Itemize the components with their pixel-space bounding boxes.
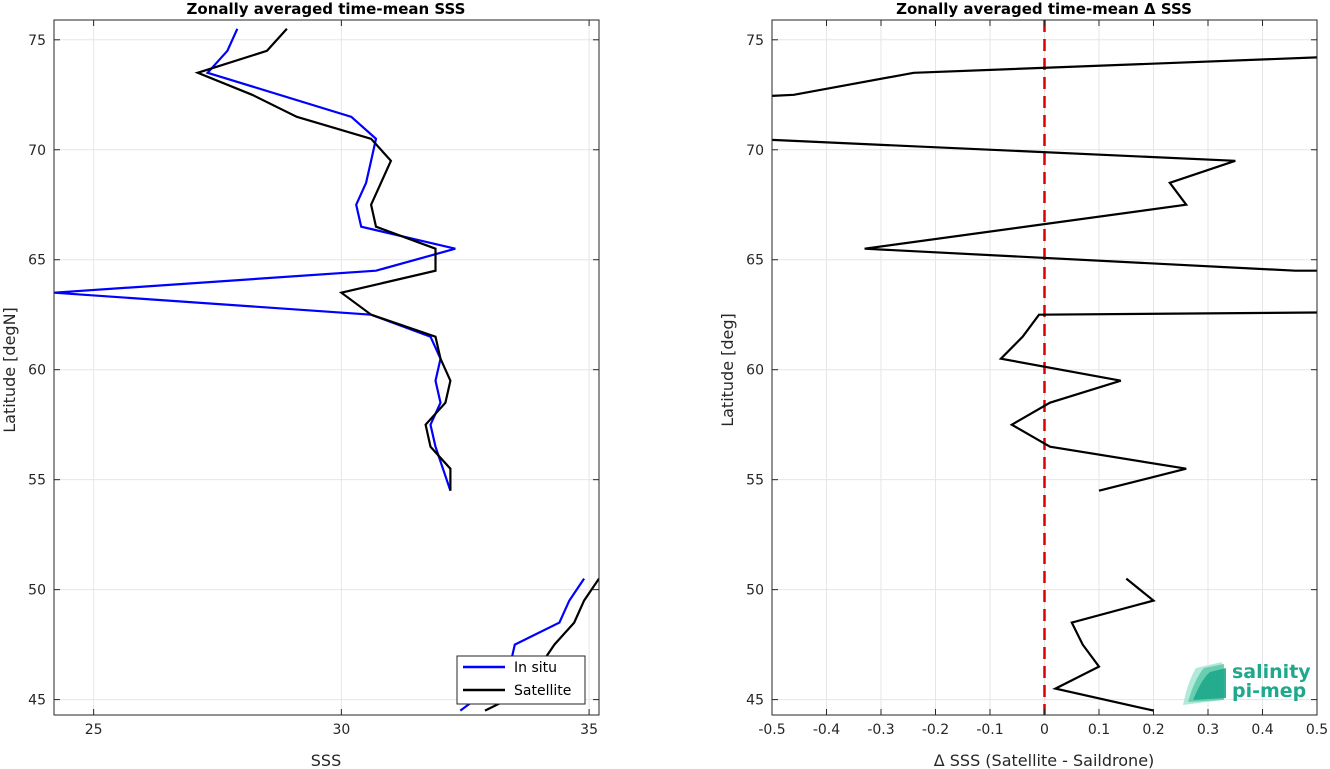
right-x-tick-label: 0 <box>1040 722 1049 738</box>
legend-satellite-label: Satellite <box>514 683 571 699</box>
right-ticks: -0.5 -0.4 -0.3 -0.2 -0.1 0 0.1 0.2 0.3 0.4 0.5 45 50… <box>746 20 1328 738</box>
left-axes-background <box>54 20 599 715</box>
legend: In situ Satellite <box>456 655 586 705</box>
legend-in-situ-label: In situ <box>514 660 557 676</box>
right-x-tick-label: 0.4 <box>1251 722 1273 738</box>
left-x-tick-label: 35 <box>580 722 598 738</box>
left-x-axis-label: SSS <box>311 751 341 769</box>
left-panel: 25 30 35 45 50 55 60 65 70 75 Zonally averaged ti… <box>0 0 600 769</box>
salinity-pimep-logo: salinity pi-mep <box>1183 661 1311 705</box>
left-y-tick-label: 65 <box>28 253 46 269</box>
left-series-satellite-line <box>194 28 452 491</box>
right-y-tick-label: 75 <box>746 33 764 49</box>
wave-logo-icon <box>1183 662 1226 705</box>
right-series-lines <box>772 20 1317 715</box>
right-x-tick-label: -0.5 <box>758 722 785 738</box>
left-x-tick-label: 25 <box>85 722 103 738</box>
left-x-tick-label: 30 <box>332 722 350 738</box>
right-x-tick-label: -0.2 <box>922 722 949 738</box>
right-x-tick-label: 0.3 <box>1197 722 1219 738</box>
left-chart-title: Zonally averaged time-mean SSS <box>187 0 466 18</box>
right-series-delta-sss-line <box>1052 577 1156 712</box>
left-y-tick-label: 75 <box>28 33 46 49</box>
right-series-delta-sss-line <box>998 311 1317 492</box>
right-y-tick-label: 50 <box>746 583 764 599</box>
right-y-tick-label: 45 <box>746 693 764 709</box>
right-chart-title: Zonally averaged time-mean Δ SSS <box>896 0 1192 18</box>
right-panel: -0.5 -0.4 -0.3 -0.2 -0.1 0 0.1 0.2 0.3 0.4 0.5 45 50… <box>718 0 1328 769</box>
left-grid <box>54 20 599 715</box>
right-x-tick-label: -0.1 <box>976 722 1003 738</box>
right-y-tick-label: 60 <box>746 363 764 379</box>
right-x-tick-label: -0.3 <box>867 722 894 738</box>
right-y-tick-label: 70 <box>746 143 764 159</box>
right-y-tick-label: 65 <box>746 253 764 269</box>
right-x-tick-label: 0.5 <box>1306 722 1328 738</box>
right-x-tick-label: 0.1 <box>1088 722 1110 738</box>
right-x-axis-label: Δ SSS (Satellite - Saildrone) <box>934 751 1155 769</box>
logo-text-pi-mep: pi-mep <box>1232 680 1306 702</box>
right-series-delta-sss-line <box>772 138 1317 272</box>
right-y-axis-label: Latitude [deg] <box>718 313 737 427</box>
left-y-axis-label: Latitude [degN] <box>0 307 19 433</box>
legend-box <box>456 655 586 705</box>
left-y-tick-label: 55 <box>28 473 46 489</box>
logo-text-salinity: salinity <box>1232 661 1311 683</box>
right-x-tick-label: 0.2 <box>1142 722 1164 738</box>
left-y-tick-label: 60 <box>28 363 46 379</box>
left-y-tick-label: 70 <box>28 143 46 159</box>
left-y-tick-label: 45 <box>28 693 46 709</box>
right-series-delta-sss-line <box>772 56 1317 97</box>
right-x-tick-label: -0.4 <box>813 722 840 738</box>
left-y-tick-label: 50 <box>28 583 46 599</box>
left-axes-box <box>53 19 600 716</box>
right-y-tick-label: 55 <box>746 473 764 489</box>
left-series-in-situ-line <box>54 28 456 492</box>
left-ticks: 25 30 35 45 50 55 60 65 70 75 <box>28 20 599 738</box>
